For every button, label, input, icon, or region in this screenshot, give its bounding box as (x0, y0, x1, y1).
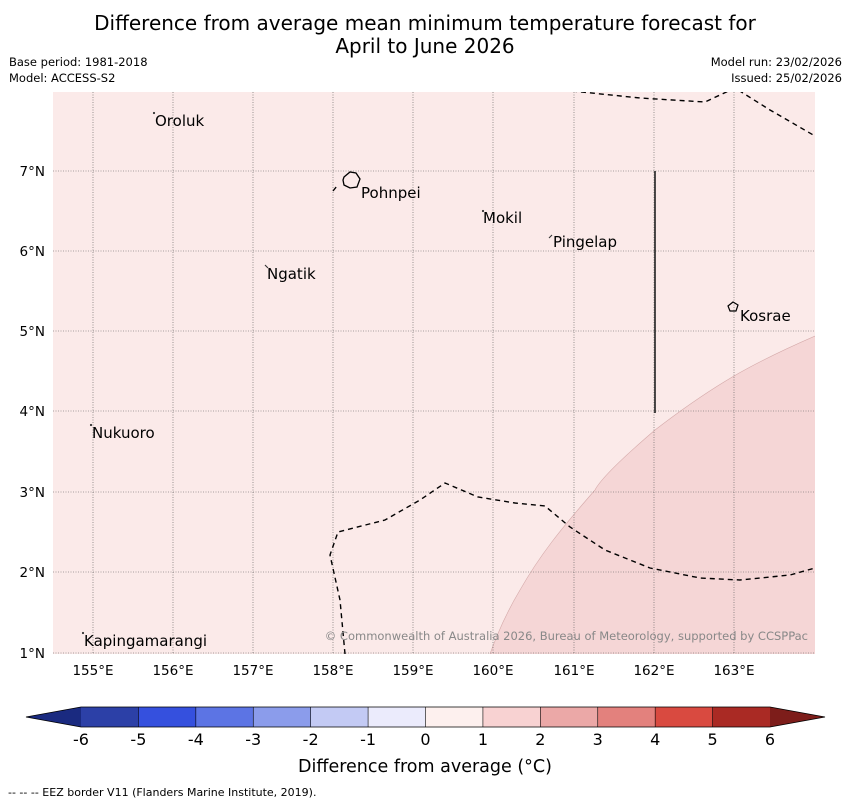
colorbar-segment (482, 707, 541, 727)
lat-label: 4°N (20, 404, 45, 420)
lat-label: 1°N (20, 646, 45, 662)
lon-label: 162°E (633, 663, 674, 679)
colorbar-tick: 3 (592, 730, 603, 749)
kosrae-island-icon (727, 301, 739, 312)
model-run: Model run: 23/02/2026 (710, 55, 842, 69)
title-line-2: April to June 2026 (335, 34, 515, 58)
longitude-labels: 155°E 156°E 157°E 158°E 159°E 160°E 161°E 162°E… (72, 663, 754, 679)
colorbar-outline (25, 706, 826, 728)
copyright-text: © Commonwealth of Australia 2026, Bureau… (325, 629, 808, 643)
colorbar-segment (81, 707, 139, 727)
colorbar-tick-labels: -6 -5 -4 -3 -2 -1 0 1 2 3 4 5 6 (0, 730, 850, 750)
lon-label: 161°E (553, 663, 594, 679)
colorbar-segment (655, 707, 713, 727)
lat-label: 6°N (20, 244, 45, 260)
colorbar-segment (195, 707, 254, 727)
colorbar-tick: -4 (187, 730, 204, 749)
colorbar-segment (138, 707, 196, 727)
colorbar-segment (540, 707, 598, 727)
colorbar-tick: 1 (477, 730, 488, 749)
colorbar-tick: -2 (302, 730, 319, 749)
footnote-eez: -- -- -- EEZ border V11 (Flanders Marine… (8, 786, 317, 799)
place-label-pingelap: Pingelap (553, 233, 617, 251)
pingelap-atoll-icon (548, 234, 553, 239)
place-label-kapingamarangi: Kapingamarangi (84, 632, 207, 650)
place-label-ngatik: Ngatik (267, 265, 316, 283)
place-label-pohnpei: Pohnpei (361, 184, 421, 202)
lon-label: 159°E (392, 663, 433, 679)
lon-label: 155°E (72, 663, 113, 679)
colorbar-segment (368, 707, 426, 727)
colorbar-segment (597, 707, 656, 727)
place-label-oroluk: Oroluk (155, 112, 204, 130)
base-period: Base period: 1981-2018 (9, 55, 148, 69)
title-line-1: Difference from average mean minimum tem… (94, 11, 756, 35)
lon-label: 160°E (472, 663, 513, 679)
colorbar-label: Difference from average (°C) (298, 757, 552, 777)
eez-borders (329, 92, 815, 654)
eez-border-pohnpei-stub (332, 185, 338, 192)
map-svg: Oroluk Pohnpei Mokil Pingelap Ngatik Kosrae Nu… (20, 92, 826, 728)
chart-title: Difference from average mean minimum tem… (0, 12, 850, 58)
colorbar-over-arrow (770, 707, 825, 727)
nukuoro-atoll-icon (89, 423, 93, 427)
colorbar-segment (425, 707, 483, 727)
colorbar-segment (310, 707, 369, 727)
colorbar-segment (253, 707, 311, 727)
oroluk-atoll-icon (152, 111, 156, 115)
lat-label: 3°N (20, 485, 45, 501)
colorbar-segment (712, 707, 770, 727)
model-name: Model: ACCESS-S2 (9, 71, 116, 85)
colorbar-tick: 0 (420, 730, 431, 749)
eez-border-south (329, 482, 815, 654)
place-label-mokil: Mokil (483, 209, 522, 227)
colorbar-tick: -5 (130, 730, 147, 749)
lon-label: 163°E (713, 663, 754, 679)
pohnpei-island-icon (342, 171, 361, 189)
colorbar-tick: -1 (360, 730, 377, 749)
colorbar (25, 706, 826, 728)
ngatik-atoll-icon (264, 264, 269, 269)
place-labels: Oroluk Pohnpei Mokil Pingelap Ngatik Kosrae Nu… (84, 112, 791, 650)
lon-label: 157°E (232, 663, 273, 679)
meta-right: Model run: 23/02/2026 Issued: 25/02/2026 (711, 54, 842, 86)
lat-label: 5°N (20, 324, 45, 340)
lat-label: 2°N (20, 565, 45, 581)
issued-date: Issued: 25/02/2026 (731, 71, 842, 85)
eez-border-north (574, 92, 815, 137)
place-label-kosrae: Kosrae (740, 307, 791, 325)
colorbar-tick: 6 (764, 730, 776, 749)
islands (81, 111, 739, 635)
colorbar-tick: -3 (245, 730, 262, 749)
meta-left: Base period: 1981-2018 Model: ACCESS-S2 (9, 54, 148, 86)
colorbar-tick: 2 (535, 730, 546, 749)
colorbar-tick: 5 (707, 730, 718, 749)
mokil-atoll-icon (481, 209, 485, 213)
kapingamarangi-atoll-icon (81, 631, 85, 635)
colorbar-tick: -6 (73, 730, 89, 749)
latitude-labels: 7°N 6°N 5°N 4°N 3°N 2°N 1°N (20, 164, 45, 662)
warm-zone-edge (489, 335, 815, 654)
place-label-nukuoro: Nukuoro (92, 424, 155, 442)
lat-label: 7°N (20, 164, 45, 180)
colorbar-tick: 4 (650, 730, 661, 749)
gridlines (53, 92, 815, 654)
lon-label: 158°E (312, 663, 353, 679)
lon-label: 156°E (152, 663, 193, 679)
colorbar-under-arrow (26, 707, 81, 727)
